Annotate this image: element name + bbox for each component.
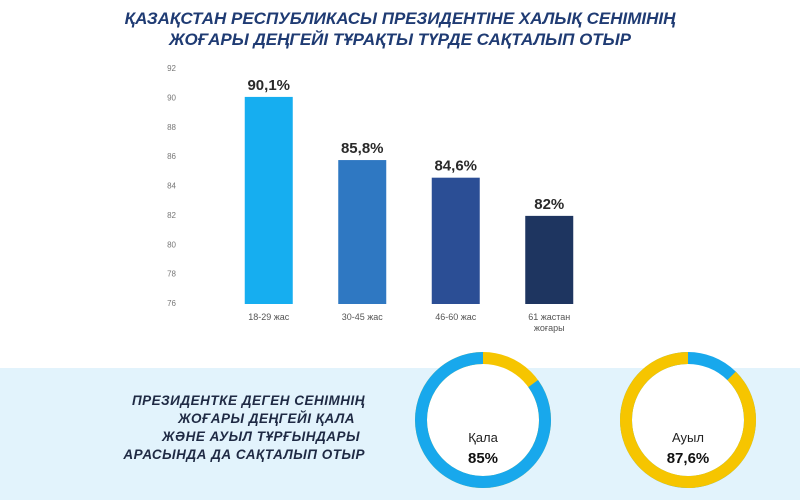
y-tick-label: 90 [167, 93, 176, 102]
value-label: 90,1% [247, 77, 290, 94]
bar [525, 215, 574, 304]
donut-value: 87,6% [667, 450, 710, 467]
donut-label: Ауыл [672, 430, 704, 445]
x-tick-label: 61 жастан жоғары [528, 312, 571, 333]
y-tick-label: 92 [167, 64, 176, 73]
x-tick-label: 46-60 жас [435, 312, 477, 322]
note-line: ЖОҒАРЫ ДЕҢГЕЙІ ҚАЛА [177, 410, 355, 426]
value-label: 84,6% [434, 158, 477, 175]
value-label: 82% [534, 196, 564, 213]
donut-value: 85% [468, 450, 498, 467]
y-tick-label: 76 [167, 299, 176, 308]
note-line: АРАСЫНДА ДА САҚТАЛЫП ОТЫР [122, 447, 365, 462]
title-line: ЖОҒАРЫ ДЕҢГЕЙІ ТҰРАҚТЫ ТҮРДЕ САҚТАЛЫП ОТ… [168, 29, 632, 49]
title-line: ҚАЗАҚСТАН РЕСПУБЛИКАСЫ ПРЕЗИДЕНТІНЕ ХАЛЫ… [125, 9, 676, 28]
y-tick-label: 88 [167, 123, 176, 132]
value-label: 85,8% [341, 140, 384, 157]
donut-label: Қала [468, 430, 498, 445]
y-tick-label: 78 [167, 270, 176, 279]
donut-arc [415, 352, 551, 488]
bar [244, 96, 293, 304]
x-tick-label: 18-29 жас [248, 312, 290, 322]
bar [338, 160, 387, 304]
note-line: ЖӘНЕ АУЫЛ ТҰРҒЫНДАРЫ [161, 429, 360, 444]
note-line: ПРЕЗИДЕНТКЕ ДЕГЕН СЕНІМНІҢ [132, 393, 365, 408]
x-tick-label: 30-45 жас [341, 312, 383, 322]
y-tick-label: 80 [167, 240, 176, 249]
y-tick-label: 86 [167, 152, 176, 161]
y-tick-label: 82 [167, 211, 176, 220]
y-tick-label: 84 [167, 182, 176, 191]
donut-arc [620, 352, 756, 488]
bar [431, 177, 480, 304]
